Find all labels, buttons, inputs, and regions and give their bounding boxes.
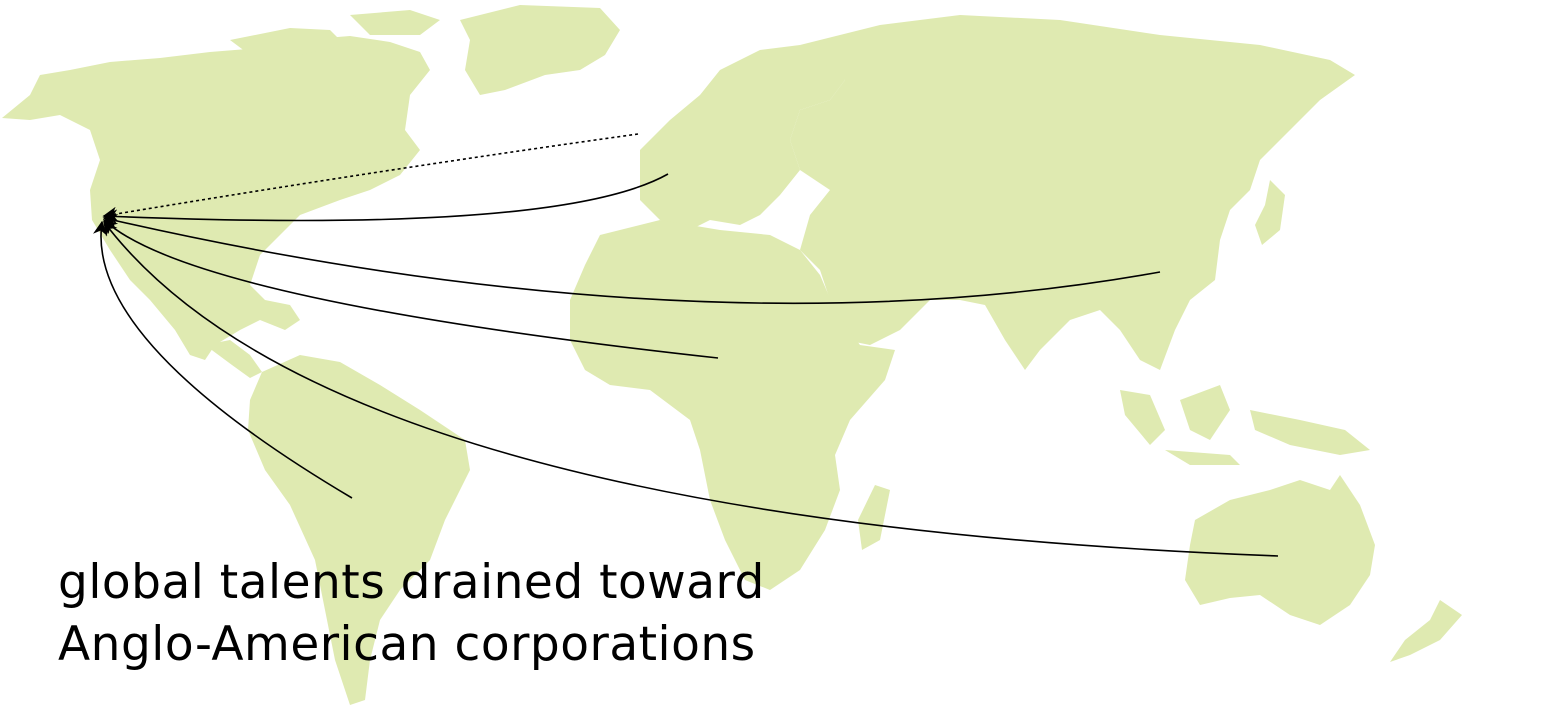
flow-arrow-australia [103, 220, 1279, 557]
asia [790, 15, 1355, 370]
southeast-asia-islands [1120, 385, 1370, 465]
south-america [248, 355, 470, 705]
japan [1255, 180, 1285, 245]
australia [1185, 475, 1375, 625]
talent-flow-arrows [93, 133, 1279, 557]
new-zealand [1390, 600, 1462, 662]
flow-arrow-africa [102, 219, 719, 359]
flow-arrow-south-america [93, 220, 353, 499]
landmasses [2, 5, 1462, 705]
madagascar [858, 485, 890, 550]
map-caption: global talents drained toward Anglo-Amer… [58, 552, 765, 676]
flow-arrow-east-asia [102, 213, 1161, 305]
flow-arrow-western-europe [102, 133, 639, 221]
flow-arrow-europe [102, 173, 669, 224]
africa [570, 220, 895, 590]
caption-line-1: global talents drained toward [58, 555, 765, 610]
arctic-islands [230, 10, 440, 115]
central-america [205, 340, 262, 378]
europe [640, 45, 845, 230]
caption-line-2: Anglo-American corporations [58, 617, 756, 672]
greenland [460, 5, 620, 95]
